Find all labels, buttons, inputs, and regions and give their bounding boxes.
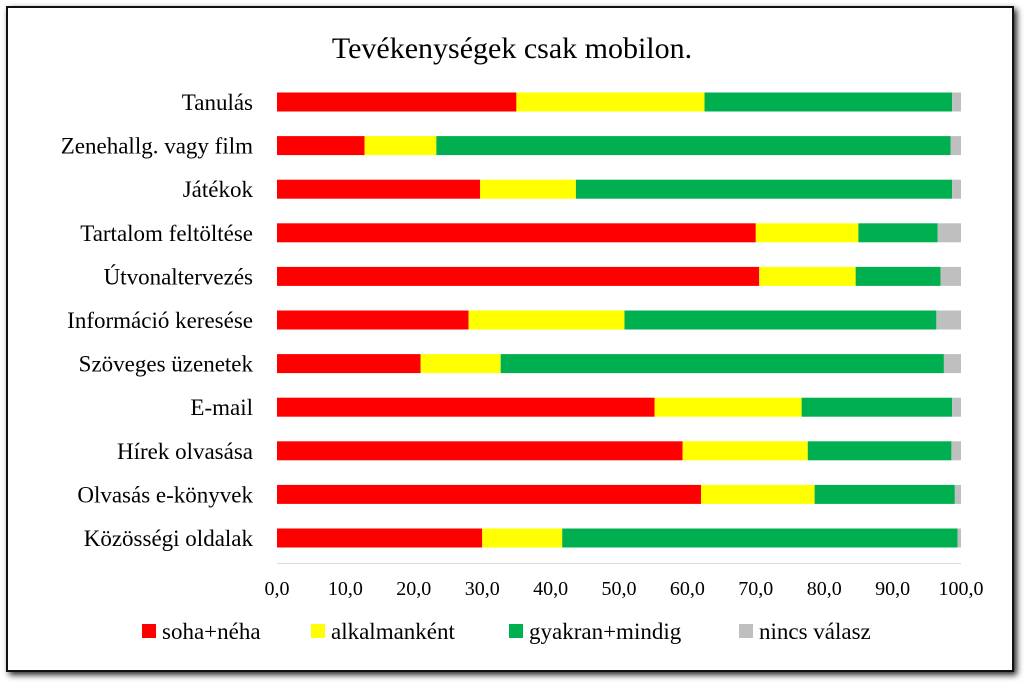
bar-soha-neha-szoveges-uzenetek: [277, 354, 421, 374]
bar-alkalmankent-kozossegi-oldalak: [482, 528, 563, 548]
x-tick-label: 70,0: [738, 578, 773, 600]
x-tick-label: 80,0: [807, 578, 842, 600]
bar-gyakran-mindig-hirek-olvasasa: [807, 441, 952, 461]
bar-nincs-valasz-kozossegi-oldalak: [957, 528, 961, 548]
x-tick-label: 100,0: [939, 578, 984, 600]
legend-item-soha-neha: soha+néha: [142, 619, 261, 644]
plot-area: Tanulás Zenehallg. vagy film Játékok Tartal…: [61, 90, 961, 551]
bar-nincs-valasz-szoveges-uzenetek: [943, 354, 961, 374]
bar-soha-neha-zenehallg-vagy-film: [277, 136, 365, 156]
bar-gyakran-mindig-szoveges-uzenetek: [500, 354, 944, 374]
bar-soha-neha-tanulas: [277, 92, 517, 112]
bar-soha-neha-hirek-olvasasa: [277, 441, 683, 461]
bar-gyakran-mindig-jatekok: [575, 179, 953, 199]
x-tick-label: 0,0: [265, 578, 290, 600]
bar-alkalmankent-szoveges-uzenetek: [420, 354, 501, 374]
bar-soha-neha-tartalom-feltoltese: [277, 223, 756, 243]
bar-gyakran-mindig-olvasas-e-konyvek: [814, 484, 955, 504]
legend-label: gyakran+mindig: [529, 619, 682, 644]
x-tick-label: 60,0: [670, 578, 705, 600]
bar-nincs-valasz-e-mail: [952, 397, 961, 417]
bar-alkalmankent-jatekok: [480, 179, 576, 199]
x-tick-label: 30,0: [465, 578, 500, 600]
category-label: Közösségi oldalak: [84, 526, 254, 551]
bar-alkalmankent-olvasas-e-konyvek: [701, 484, 815, 504]
bar-alkalmankent-informacio-keresese: [468, 310, 625, 330]
category-label: E-mail: [190, 395, 253, 420]
bar-soha-neha-olvasas-e-konyvek: [277, 484, 702, 504]
chart-frame: [6, 6, 1014, 672]
bar-alkalmankent-hirek-olvasasa: [682, 441, 808, 461]
bar-alkalmankent-tanulas: [516, 92, 705, 112]
bar-nincs-valasz-tanulas: [952, 92, 961, 112]
legend-item-alkalmankent: alkalmanként: [311, 619, 456, 644]
bar-gyakran-mindig-zenehallg-vagy-film: [436, 136, 951, 156]
bar-nincs-valasz-zenehallg-vagy-film: [950, 136, 961, 156]
category-label: Útvonaltervezés: [104, 263, 253, 289]
legend-label: alkalmanként: [331, 619, 456, 644]
bar-gyakran-mindig-tartalom-feltoltese: [858, 223, 938, 243]
legend: soha+néha alkalmanként gyakran+mindig nincs…: [142, 619, 871, 644]
legend-swatch: [142, 624, 156, 638]
bar-alkalmankent-e-mail: [654, 397, 802, 417]
category-label: Olvasás e-könyvek: [77, 482, 253, 507]
legend-swatch: [311, 624, 325, 638]
legend-item-nincs-valasz: nincs válasz: [739, 619, 871, 644]
bar-gyakran-mindig-utvonaltervezes: [855, 266, 941, 286]
x-tick-label: 10,0: [328, 578, 363, 600]
legend-swatch: [509, 624, 523, 638]
bar-soha-neha-e-mail: [277, 397, 655, 417]
bar-alkalmankent-tartalom-feltoltese: [755, 223, 859, 243]
bar-alkalmankent-utvonaltervezes: [759, 266, 856, 286]
x-axis: 0,0 10,0 20,0 30,0 40,0 50,0 60,0 70,0 80,0 90,0 1…: [265, 563, 984, 600]
bar-nincs-valasz-jatekok: [952, 179, 961, 199]
bar-nincs-valasz-utvonaltervezes: [940, 266, 961, 286]
bar-alkalmankent-zenehallg-vagy-film: [364, 136, 437, 156]
bar-gyakran-mindig-kozossegi-oldalak: [562, 528, 958, 548]
bar-gyakran-mindig-e-mail: [801, 397, 953, 417]
bar-soha-neha-jatekok: [277, 179, 481, 199]
x-tick-label: 20,0: [396, 578, 431, 600]
bar-soha-neha-informacio-keresese: [277, 310, 469, 330]
legend-swatch: [739, 624, 753, 638]
legend-label: soha+néha: [162, 619, 261, 644]
chart-title: Tevékenységek csak mobilon.: [332, 32, 692, 65]
bar-soha-neha-utvonaltervezes: [277, 266, 760, 286]
legend-item-gyakran-mindig: gyakran+mindig: [509, 619, 682, 644]
bar-soha-neha-kozossegi-oldalak: [277, 528, 483, 548]
x-tick-label: 40,0: [533, 578, 568, 600]
category-label: Játékok: [183, 177, 254, 202]
bar-nincs-valasz-informacio-keresese: [936, 310, 961, 330]
bar-gyakran-mindig-informacio-keresese: [624, 310, 937, 330]
category-label: Zenehallg. vagy film: [61, 134, 253, 159]
category-label: Szöveges üzenetek: [79, 352, 254, 377]
category-label: Hírek olvasása: [117, 439, 253, 464]
x-tick-label: 50,0: [602, 578, 637, 600]
bar-nincs-valasz-olvasas-e-konyvek: [954, 484, 961, 504]
bar-nincs-valasz-hirek-olvasasa: [951, 441, 961, 461]
x-tick-label: 90,0: [875, 578, 910, 600]
legend-label: nincs válasz: [759, 619, 871, 644]
bar-gyakran-mindig-tanulas: [704, 92, 953, 112]
category-label: Információ keresése: [67, 308, 253, 333]
category-label: Tartalom feltöltése: [80, 221, 253, 246]
category-label: Tanulás: [182, 90, 253, 115]
bar-nincs-valasz-tartalom-feltoltese: [937, 223, 961, 243]
